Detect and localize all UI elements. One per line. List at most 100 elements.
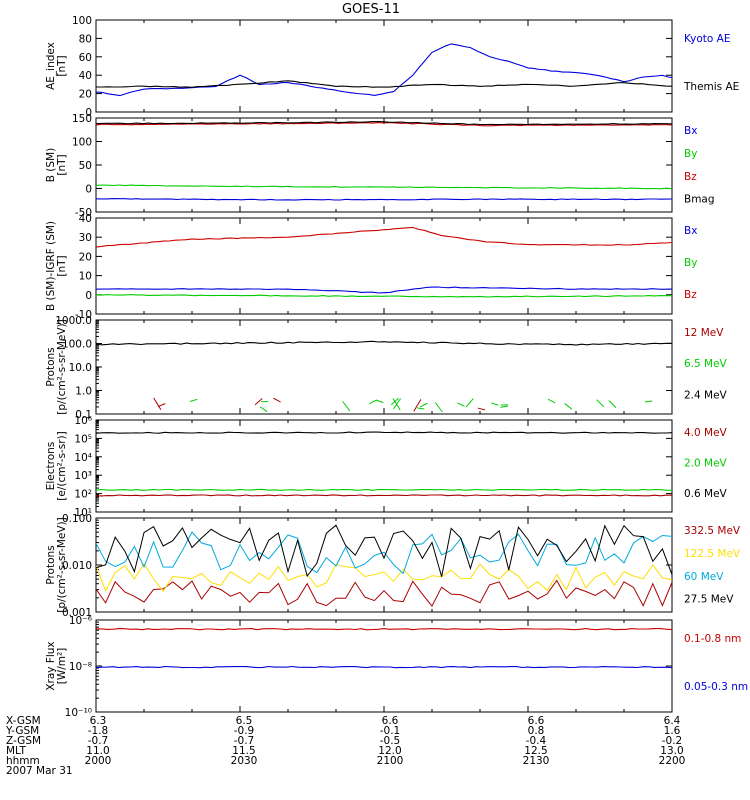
legend-entry: 0.6 MeV — [684, 488, 728, 500]
y-tick-label: -10 — [75, 309, 92, 321]
y-tick-label: 1000.0 — [55, 315, 92, 327]
y-axis-label: [p/(cm²-s-sr-MeV)] — [56, 517, 68, 612]
y-tick-label: 10³ — [74, 470, 92, 482]
y-tick-label: 100 — [72, 137, 92, 149]
footer-value: -0.4 — [525, 735, 547, 747]
footer-value: 6.5 — [235, 715, 253, 727]
footer-row-label: Y-GSM — [6, 725, 40, 737]
footer-value: 12.5 — [524, 745, 548, 757]
legend-entry: By — [684, 148, 697, 160]
y-axis-label: Xray Flux — [45, 641, 57, 690]
legend-entry: By — [684, 257, 697, 269]
series-line — [96, 226, 672, 248]
footer-value: 6.6 — [381, 715, 399, 727]
y-tick-label: 0 — [85, 290, 92, 302]
footer-value: 2100 — [376, 755, 404, 767]
series-fragment — [608, 400, 617, 409]
series-fragment — [477, 407, 486, 411]
series-line — [96, 531, 672, 575]
series-fragment — [157, 403, 166, 408]
y-axis-label: [nT] — [56, 55, 68, 76]
footer-value: -1.8 — [87, 725, 109, 737]
footer-value: -0.7 — [87, 735, 109, 747]
series-line — [96, 294, 672, 298]
plot-area — [96, 340, 672, 413]
footer-date: 2007 Mar 31 — [6, 765, 73, 777]
series-fragment — [392, 398, 402, 410]
legend-entry: 0.05-0.3 nm — [684, 681, 748, 693]
footer-row-label: Z-GSM — [6, 735, 42, 747]
series-fragment — [547, 398, 556, 404]
footer-value: -0.2 — [661, 735, 683, 747]
legend-entry: 332.5 MeV — [684, 525, 741, 537]
footer-value: 0.8 — [527, 725, 545, 737]
panel-frame — [95, 619, 673, 713]
panel-frame — [95, 117, 673, 213]
figure-title: GOES-11 — [342, 2, 400, 17]
y-tick-label: 50 — [79, 160, 92, 172]
series-fragment — [596, 399, 605, 408]
footer-row-label: hhmm — [6, 755, 40, 767]
series-line — [96, 524, 672, 578]
plot-area — [96, 226, 672, 298]
footer-row-label: MLT — [6, 745, 26, 757]
footer-value: 11.0 — [86, 745, 110, 757]
legend-entry: 2.4 MeV — [684, 389, 728, 401]
series-fragment — [457, 402, 465, 407]
panel-7: 10⁻¹⁰ 10⁻⁸ 10⁻⁶ Xray Flux [W/m²] 0.1-0.8 nm 0.… — [45, 615, 748, 719]
series-fragment — [417, 407, 425, 410]
plot-area — [96, 628, 672, 669]
series-fragment — [254, 398, 263, 406]
series-line — [96, 198, 672, 201]
y-tick-label: 150 — [72, 113, 92, 125]
series-line — [96, 120, 672, 126]
series-line — [96, 579, 672, 608]
y-tick-label: 40 — [79, 70, 92, 82]
y-tick-label: 20 — [79, 89, 92, 101]
panel-frame — [95, 517, 673, 613]
series-line — [96, 80, 672, 88]
y-tick-label: 10¹ — [74, 507, 92, 519]
y-tick-label: 0 — [85, 184, 92, 196]
panel-4: 0.1 1.0 10.0 100.0 1000.0 Protons [p/(cm²-s-sr… — [45, 315, 728, 421]
legend-entry: Kyoto AE — [684, 33, 730, 45]
series-fragment — [644, 400, 653, 403]
footer-value: 2130 — [522, 755, 550, 767]
y-tick-label: 1.0 — [75, 386, 92, 398]
y-axis-label: Protons — [45, 545, 57, 584]
footer-value: 1.6 — [663, 725, 681, 737]
panel-3: -10 0 10 20 30 40 B (SM)-IGRF (SM) [nT] Bx By Bz — [45, 213, 697, 321]
legend-entry: 6.5 MeV — [684, 358, 728, 370]
footer-value: -0.7 — [233, 735, 255, 747]
legend-entry: 27.5 MeV — [684, 594, 734, 606]
panel-1: 0 20 40 60 80 100 AE_index [nT] Kyoto AE Themis A… — [45, 15, 739, 119]
series-fragment — [413, 399, 422, 412]
series-line — [96, 286, 672, 294]
y-axis-label: [W/m²] — [56, 648, 68, 685]
legend-entry: Bz — [684, 171, 697, 183]
y-tick-label: 20 — [79, 251, 92, 263]
y-axis-label: [nT] — [56, 154, 68, 175]
legend-entry: 12 MeV — [684, 327, 724, 339]
footer-value: 2200 — [658, 755, 686, 767]
footer-value: 6.3 — [89, 715, 107, 727]
series-fragment — [369, 399, 377, 405]
series-fragment — [273, 397, 281, 403]
series-line — [96, 665, 672, 669]
footer-value: 11.5 — [232, 745, 256, 757]
y-tick-label: 0.1 — [75, 409, 92, 421]
y-axis-label: B (SM) — [45, 148, 57, 182]
series-fragment — [490, 402, 499, 406]
series-line — [96, 494, 672, 497]
y-axis-label: [e/(cm²-s-sr)] — [56, 431, 68, 500]
series-fragment — [500, 405, 508, 408]
footer-value: 2000 — [84, 755, 112, 767]
legend-entry: Bz — [684, 289, 697, 301]
legend-entry: 122.5 MeV — [684, 548, 741, 560]
series-line — [96, 431, 672, 434]
footer-value: 12.0 — [378, 745, 402, 757]
y-axis-label: Protons — [45, 347, 57, 386]
series-fragment — [465, 398, 474, 408]
